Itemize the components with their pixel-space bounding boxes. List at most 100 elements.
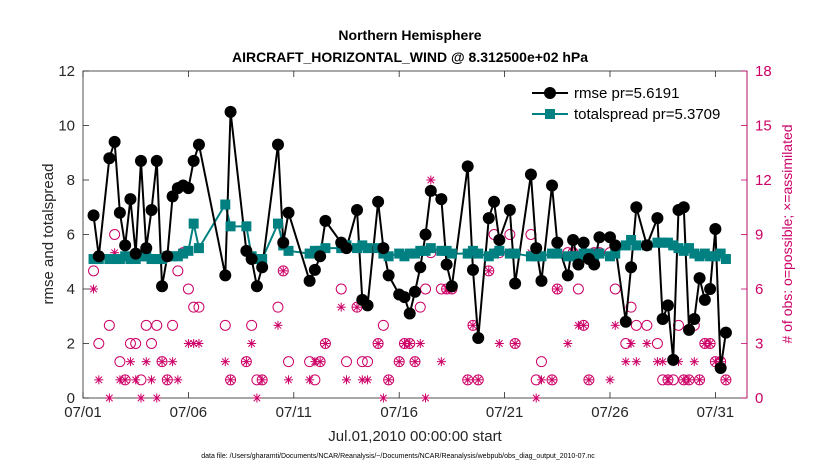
- rmse-marker: [551, 236, 564, 249]
- rmse-marker: [656, 312, 669, 325]
- asterisk-stroke: [385, 376, 393, 384]
- y-right-tick-label: 15: [755, 118, 772, 135]
- assimilated-obs-marker: [584, 375, 594, 385]
- asterisk-stroke: [358, 376, 366, 384]
- rmse-marker: [250, 280, 263, 293]
- possible-obs-marker: [335, 283, 347, 295]
- totalspread-marker: [510, 248, 521, 259]
- rmse-marker: [277, 236, 290, 249]
- possible-obs-marker: [694, 374, 706, 386]
- assimilated-obs-marker: [341, 375, 351, 385]
- y-axis-left: 0 2 4 6 8 10 12: [58, 63, 89, 407]
- totalspread-marker: [446, 248, 457, 259]
- assimilated-obs-marker: [426, 175, 436, 185]
- possible-obs-marker: [146, 338, 158, 349]
- totalspread-marker: [594, 248, 605, 259]
- totalspread-marker: [193, 243, 204, 254]
- asterisk-stroke: [685, 376, 693, 384]
- asterisk-stroke: [163, 376, 171, 384]
- assimilated-obs-marker: [252, 393, 262, 403]
- assimilated-obs-marker: [695, 375, 705, 385]
- totalspread-marker: [473, 248, 484, 259]
- y-right-tick-label: 18: [755, 63, 772, 80]
- totalspread-marker: [151, 254, 162, 265]
- possible-obs-marker: [551, 283, 563, 295]
- possible-obs-marker: [720, 374, 732, 386]
- rmse-marker: [472, 332, 485, 345]
- asterisk-stroke: [132, 376, 140, 384]
- possible-obs-marker: [246, 319, 258, 331]
- rmse-marker: [187, 154, 200, 167]
- assimilated-obs-marker: [473, 375, 483, 385]
- x-tick-label: 07/26: [591, 404, 629, 421]
- rmse-marker: [488, 195, 501, 208]
- assimilated-obs-marker: [642, 339, 652, 348]
- x-axis-label: Jul.01,2010 00:00:00 start: [328, 428, 502, 445]
- possible-obs-marker: [319, 338, 331, 349]
- rmse-marker: [156, 280, 169, 293]
- totalspread-marker: [578, 248, 589, 259]
- assimilated-obs-marker: [378, 393, 388, 403]
- asterisk-stroke: [706, 339, 714, 348]
- assimilated-obs-marker: [684, 375, 694, 385]
- totalspread-marker: [657, 237, 668, 248]
- rmse-marker: [424, 184, 437, 197]
- asterisk-stroke: [711, 358, 719, 366]
- assimilated-obs-marker: [531, 393, 541, 403]
- rmse-marker: [303, 274, 316, 287]
- assimilated-obs-marker: [141, 357, 151, 367]
- assimilated-obs-marker: [241, 357, 251, 367]
- rmse-marker: [129, 247, 142, 260]
- rmse-marker: [224, 105, 237, 118]
- y-tick-label: 0: [67, 390, 75, 407]
- possible-obs-marker: [546, 374, 558, 386]
- asterisk-stroke: [342, 376, 351, 384]
- rmse-marker: [440, 258, 453, 271]
- legend: rmse pr=5.6191 totalspread pr=5.3709: [526, 79, 740, 127]
- rmse-marker: [340, 242, 353, 255]
- rmse-marker: [683, 323, 696, 336]
- assimilated-obs-marker: [168, 357, 178, 367]
- rmse-marker: [103, 152, 116, 165]
- assimilated-obs-marker: [463, 375, 473, 385]
- asterisk-stroke: [643, 339, 651, 348]
- y-tick-label: 12: [58, 63, 75, 80]
- assimilated-obs-marker: [700, 339, 710, 348]
- asterisk-stroke: [421, 394, 430, 402]
- totalspread-marker: [678, 245, 689, 256]
- y-right-tick-label: 3: [755, 336, 763, 353]
- possible-obs-marker: [630, 319, 642, 331]
- totalspread-marker: [183, 245, 194, 256]
- rmse-marker: [593, 231, 606, 244]
- totalspread-marker: [404, 248, 415, 259]
- possible-obs-marker: [462, 374, 474, 386]
- totalspread-marker: [531, 251, 542, 262]
- asterisk-stroke: [580, 321, 588, 329]
- rmse-marker: [572, 258, 585, 271]
- rmse-marker: [482, 212, 495, 225]
- assimilated-obs-marker: [147, 375, 157, 385]
- assimilated-obs-marker: [173, 375, 183, 385]
- y-right-tick-label: 6: [755, 281, 763, 298]
- possible-obs-marker: [93, 338, 105, 349]
- totalspread-marker: [362, 243, 373, 254]
- rmse-marker: [445, 280, 458, 293]
- assimilated-obs-marker: [162, 375, 172, 385]
- rmse-marker: [714, 362, 727, 375]
- asterisk-stroke: [469, 321, 477, 329]
- totalspread-marker: [257, 254, 268, 265]
- assimilated-obs-marker: [157, 357, 167, 367]
- assimilated-obs-marker: [373, 339, 383, 348]
- totalspread-marker: [441, 245, 452, 256]
- rmse-marker: [619, 315, 632, 328]
- rmse-marker: [546, 179, 559, 192]
- asterisk-stroke: [279, 267, 287, 275]
- assimilated-obs-marker: [273, 320, 283, 330]
- possible-obs-marker: [609, 283, 621, 295]
- rmse-marker: [661, 299, 674, 312]
- possible-obs-marker: [124, 338, 136, 349]
- assimilated-obs-marker: [705, 339, 715, 348]
- possible-obs-marker: [240, 356, 252, 368]
- rmse-marker: [640, 239, 653, 252]
